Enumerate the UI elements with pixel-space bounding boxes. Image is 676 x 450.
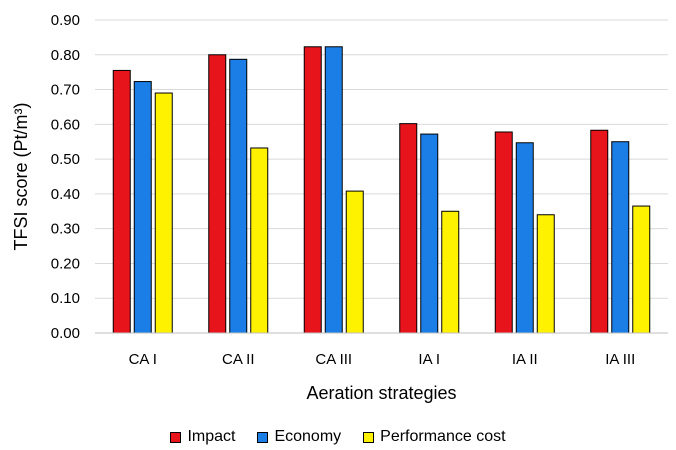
bar-chart: 0.00 0.10 0.20 0.30 0.40 0.50 0.60 0.70 0.80 0.90… xyxy=(11,12,668,403)
y-tick-label: 0.60 xyxy=(51,116,80,133)
x-axis-title: Aeration strategies xyxy=(306,383,456,403)
y-tick-label: 0.30 xyxy=(51,221,80,238)
x-tick-label: IA I xyxy=(418,351,440,368)
y-tick-label: 0.00 xyxy=(51,325,80,342)
legend-swatch xyxy=(363,431,375,443)
gridlines xyxy=(95,19,668,299)
y-tick-label: 0.50 xyxy=(51,151,80,168)
x-tick-label: CA III xyxy=(315,351,352,368)
bar-performance-cost xyxy=(345,190,364,334)
bar-impact xyxy=(590,129,609,334)
bar-economy xyxy=(324,46,343,334)
x-tick-label: CA I xyxy=(129,351,157,368)
x-tick-labels: CA I CA II CA III IA I IA II IA III xyxy=(129,351,636,368)
x-tick-label: CA II xyxy=(222,351,255,368)
bar-performance-cost xyxy=(632,205,651,334)
bars xyxy=(112,46,651,334)
legend-swatch xyxy=(257,431,269,443)
bar-performance-cost xyxy=(441,210,460,334)
y-tick-label: 0.90 xyxy=(51,12,80,29)
bar-economy xyxy=(515,142,534,334)
bar-economy xyxy=(229,58,248,334)
legend-swatch xyxy=(170,431,182,443)
bar-impact xyxy=(208,54,227,334)
legend-label: Economy xyxy=(274,428,342,445)
legend-item: Economy xyxy=(257,428,341,446)
bar-economy xyxy=(420,133,439,334)
bar-economy xyxy=(133,81,152,334)
y-tick-label: 0.40 xyxy=(51,186,80,203)
x-tick-label: IA II xyxy=(512,351,538,368)
bar-impact xyxy=(494,131,513,334)
y-tick-label: 0.10 xyxy=(51,290,80,307)
bar-performance-cost xyxy=(250,147,269,334)
bar-performance-cost xyxy=(154,92,173,334)
y-tick-label: 0.70 xyxy=(51,82,80,99)
bar-economy xyxy=(611,141,630,334)
bar-impact xyxy=(399,123,418,334)
legend-label: Impact xyxy=(187,428,236,445)
y-tick-label: 0.80 xyxy=(51,47,80,64)
bar-impact xyxy=(303,46,322,334)
y-tick-label: 0.20 xyxy=(51,255,80,272)
bar-impact xyxy=(112,69,131,334)
legend: Impact Economy Performance cost xyxy=(0,428,676,446)
y-axis-title: TFSI score (Pt/m³) xyxy=(11,103,31,251)
legend-label: Performance cost xyxy=(380,428,506,445)
x-tick-label: IA III xyxy=(605,351,635,368)
y-tick-labels: 0.00 0.10 0.20 0.30 0.40 0.50 0.60 0.70 0.80 0.90 xyxy=(51,12,80,342)
legend-item: Impact xyxy=(170,428,235,446)
legend-item: Performance cost xyxy=(363,428,506,446)
bar-performance-cost xyxy=(536,214,555,334)
